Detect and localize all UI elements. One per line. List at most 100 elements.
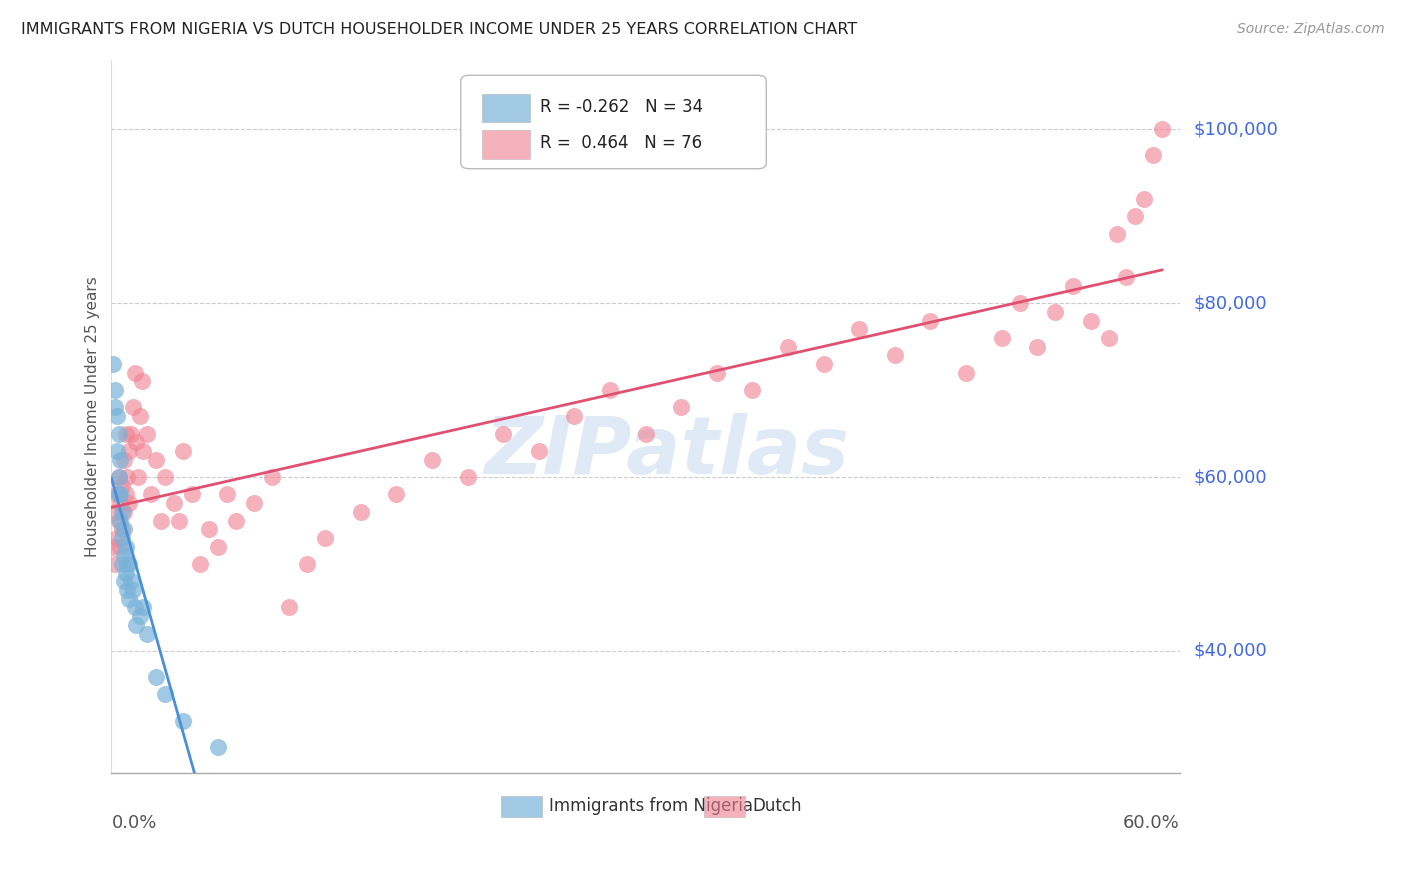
Point — [112, 522, 135, 536]
Point — [104, 383, 127, 397]
Point — [1080, 313, 1102, 327]
Point — [217, 487, 239, 501]
Point — [124, 366, 146, 380]
Point — [1107, 227, 1129, 241]
Point — [776, 340, 799, 354]
Point — [120, 426, 142, 441]
Point — [150, 514, 173, 528]
Point — [110, 487, 132, 501]
Point — [105, 444, 128, 458]
Point — [599, 383, 621, 397]
Point — [125, 435, 148, 450]
Point — [124, 600, 146, 615]
Point — [132, 600, 155, 615]
Point — [848, 322, 870, 336]
Point — [114, 487, 136, 501]
Point — [110, 496, 132, 510]
Point — [107, 514, 129, 528]
Text: $60,000: $60,000 — [1194, 468, 1267, 486]
Point — [1097, 331, 1119, 345]
Point — [136, 426, 159, 441]
Text: $100,000: $100,000 — [1194, 120, 1278, 138]
Point — [105, 531, 128, 545]
Point — [198, 522, 221, 536]
Point — [1062, 278, 1084, 293]
Point — [634, 426, 657, 441]
Point — [243, 496, 266, 510]
Point — [1142, 148, 1164, 162]
Point — [297, 557, 319, 571]
Y-axis label: Householder Income Under 25 years: Householder Income Under 25 years — [86, 276, 100, 557]
Point — [112, 549, 135, 563]
Point — [105, 487, 128, 501]
Point — [107, 487, 129, 501]
Point — [131, 375, 153, 389]
Point — [1123, 209, 1146, 223]
Point — [955, 366, 977, 380]
Point — [132, 444, 155, 458]
Point — [114, 540, 136, 554]
Point — [813, 357, 835, 371]
Point — [669, 401, 692, 415]
Point — [110, 514, 132, 528]
Point — [1043, 305, 1066, 319]
Point — [117, 583, 139, 598]
Point — [145, 670, 167, 684]
Point — [527, 444, 550, 458]
Point — [163, 496, 186, 510]
Bar — [482, 94, 530, 122]
Point — [111, 531, 134, 545]
Bar — [482, 130, 530, 159]
Point — [920, 313, 942, 327]
Point — [741, 383, 763, 397]
Point — [105, 409, 128, 424]
Point — [111, 479, 134, 493]
Point — [118, 591, 141, 606]
Point — [153, 688, 176, 702]
Point — [207, 540, 229, 554]
Point — [104, 505, 127, 519]
Point — [110, 540, 132, 554]
Text: IMMIGRANTS FROM NIGERIA VS DUTCH HOUSEHOLDER INCOME UNDER 25 YEARS CORRELATION C: IMMIGRANTS FROM NIGERIA VS DUTCH HOUSEHO… — [21, 22, 858, 37]
Point — [111, 557, 134, 571]
Point — [153, 470, 176, 484]
Point — [112, 452, 135, 467]
Point — [114, 566, 136, 580]
Point — [112, 505, 135, 519]
Point — [129, 609, 152, 624]
Point — [278, 600, 301, 615]
Point — [110, 452, 132, 467]
Point — [190, 557, 212, 571]
Point — [121, 583, 143, 598]
Point — [167, 514, 190, 528]
Point — [103, 357, 125, 371]
Point — [112, 574, 135, 589]
Text: Source: ZipAtlas.com: Source: ZipAtlas.com — [1237, 22, 1385, 37]
Point — [118, 496, 141, 510]
Point — [1115, 270, 1137, 285]
Text: 0.0%: 0.0% — [111, 814, 157, 832]
Point — [117, 470, 139, 484]
Point — [172, 714, 194, 728]
Point — [385, 487, 408, 501]
Point — [350, 505, 373, 519]
Point — [207, 739, 229, 754]
Point — [457, 470, 479, 484]
Point — [118, 557, 141, 571]
Bar — [502, 796, 541, 817]
Point — [111, 522, 134, 536]
Point — [492, 426, 515, 441]
Point — [420, 452, 443, 467]
Point — [990, 331, 1012, 345]
Point — [107, 426, 129, 441]
Point — [118, 444, 141, 458]
Point — [139, 487, 162, 501]
Point — [127, 470, 149, 484]
Text: R = -0.262   N = 34: R = -0.262 N = 34 — [540, 97, 703, 116]
Point — [120, 574, 142, 589]
Point — [172, 444, 194, 458]
Point — [260, 470, 283, 484]
Point — [145, 452, 167, 467]
Text: 60.0%: 60.0% — [1123, 814, 1180, 832]
Point — [706, 366, 728, 380]
